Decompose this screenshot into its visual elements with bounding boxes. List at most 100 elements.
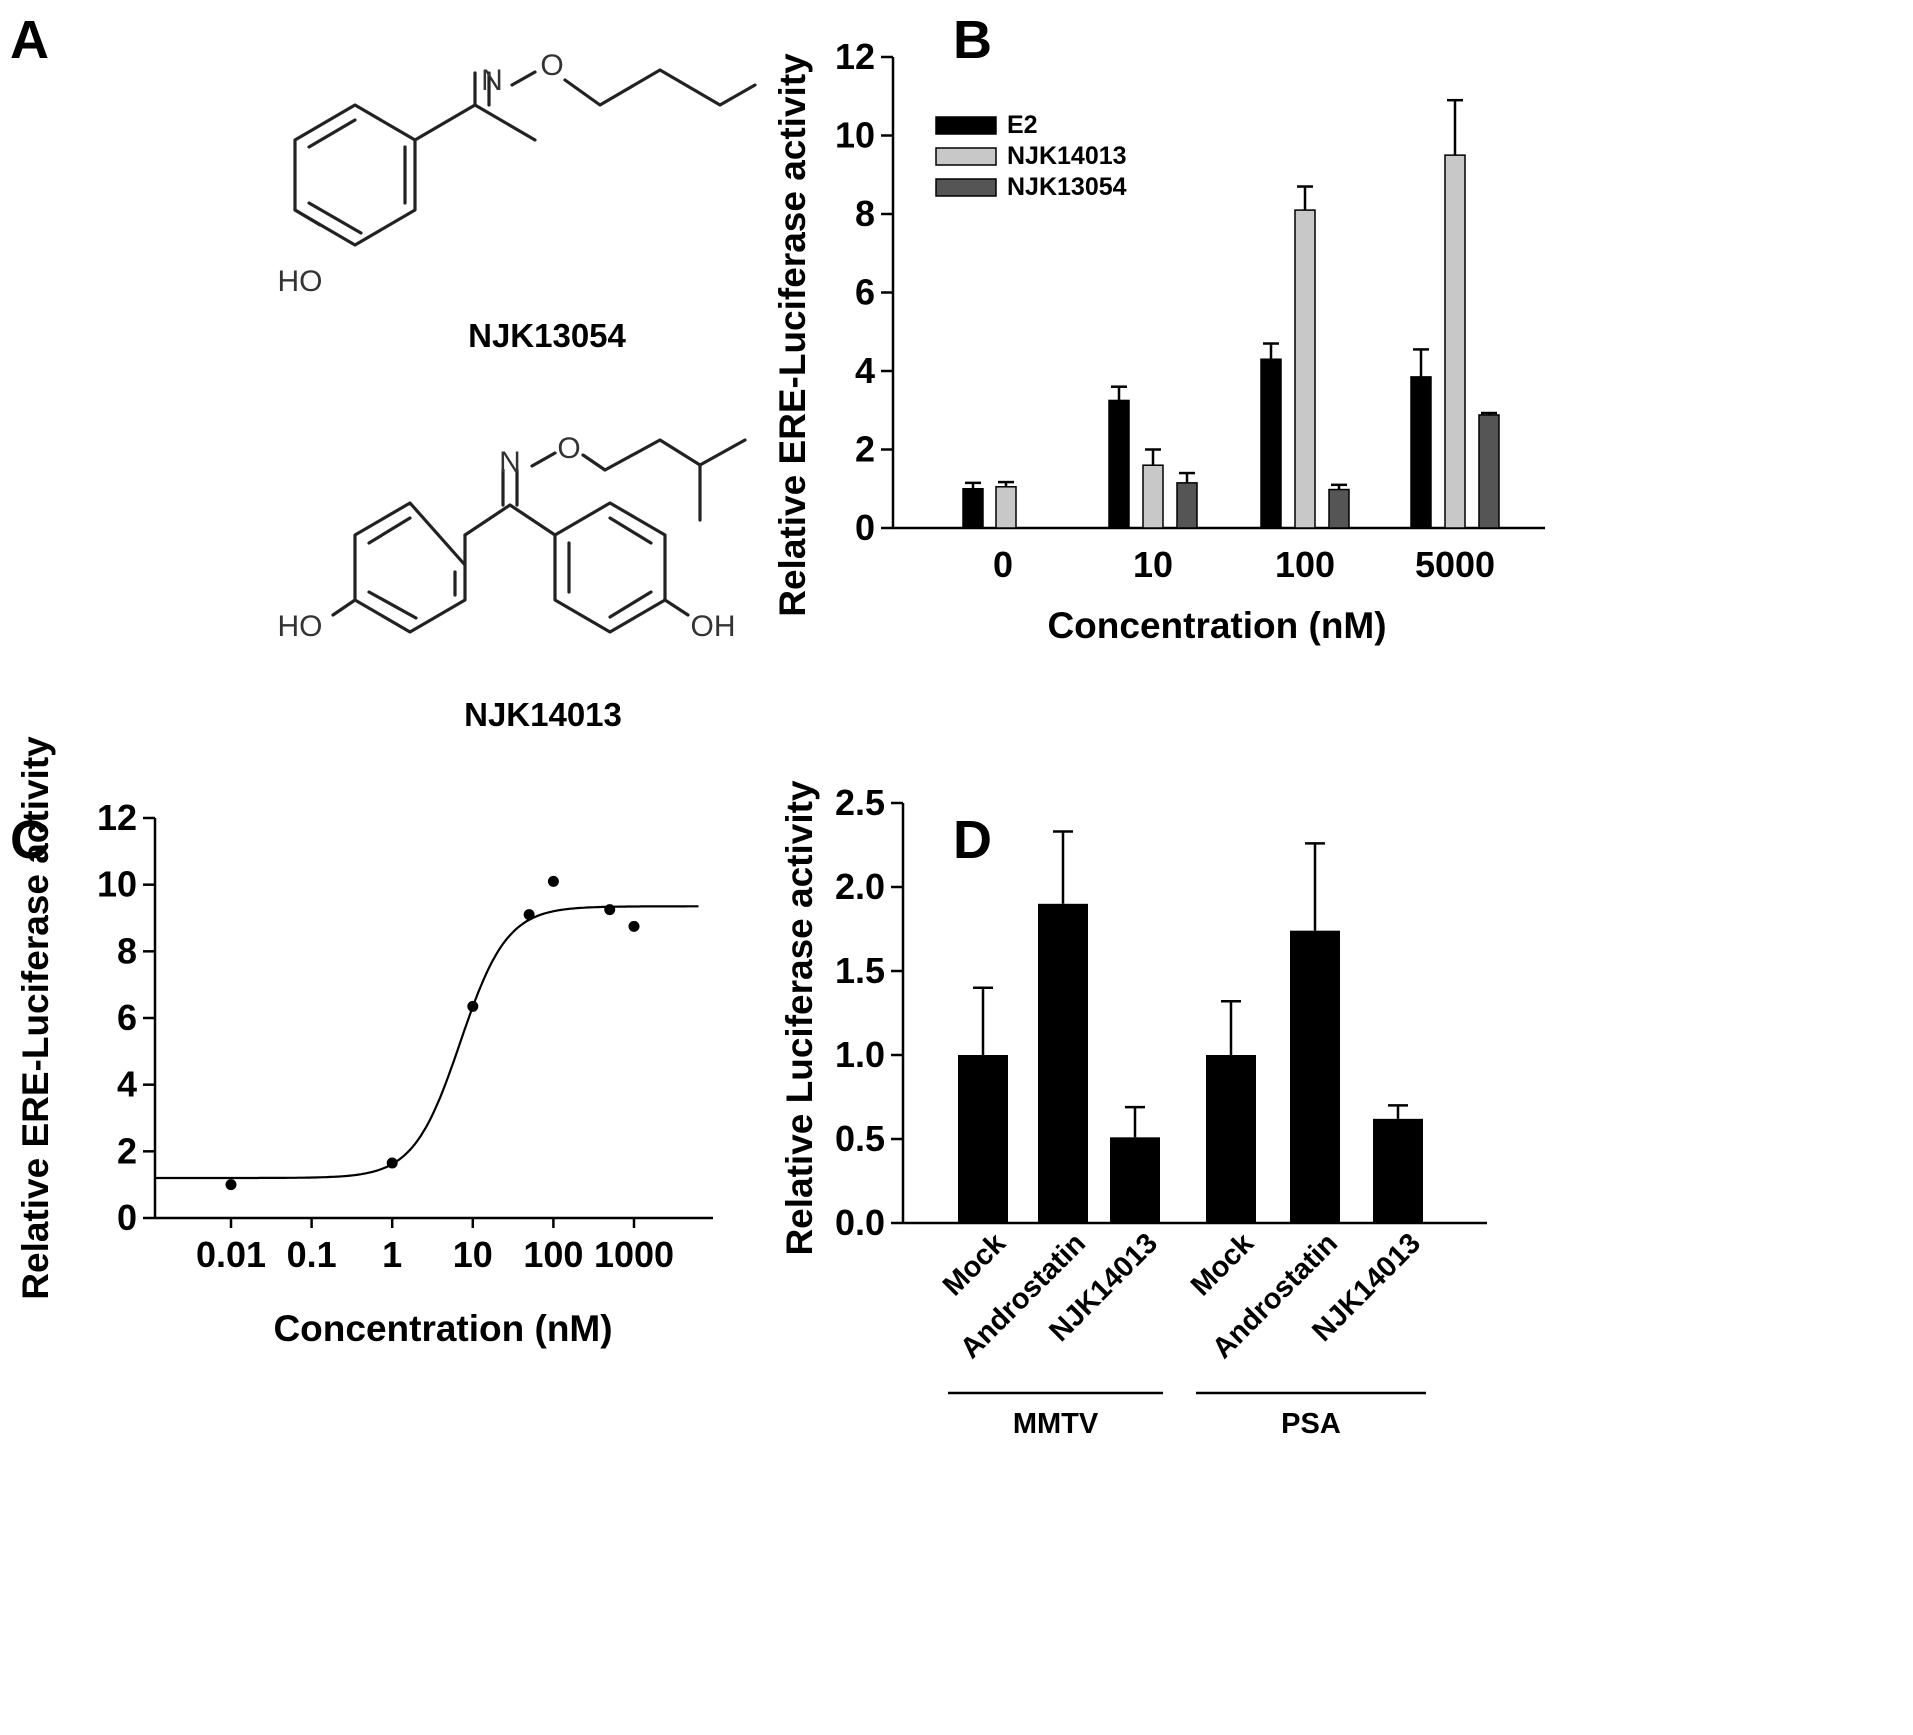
n-o-bond xyxy=(510,70,537,87)
atom-ho-left: HO xyxy=(278,610,323,643)
panel-b-legend: E2 NJK14013 NJK13054 xyxy=(935,111,1127,201)
n-o-bond-2 xyxy=(530,451,557,468)
panel-b: B 0 2 4 6 8 10 12 0 10 100 5000 E2 NJK14013 NJK13054… xyxy=(772,10,1545,646)
panel-c-x-tick-label: 0.1 xyxy=(287,1234,337,1275)
panel-b-bar xyxy=(1176,482,1198,529)
panel-b-plot: 0 2 4 6 8 10 12 0 10 100 5000 xyxy=(835,36,1545,585)
panel-c-x-tick-label: 0.01 xyxy=(196,1234,266,1275)
legend-label: E2 xyxy=(1007,111,1038,139)
panel-d: D 0.00.51.01.52.02.5MockAndrostatinNJK14… xyxy=(779,780,1487,1440)
atom-o: O xyxy=(540,49,563,82)
atom-ho: HO xyxy=(278,265,323,298)
panel-c-data-point xyxy=(467,1000,479,1012)
central-carbon-bonds xyxy=(463,503,557,537)
panel-c-x-tick-label: 10 xyxy=(453,1234,493,1275)
panel-c-y-tick-label: 2 xyxy=(117,1130,137,1171)
panel-d-bar xyxy=(1290,930,1340,1223)
panel-b-bar xyxy=(1108,399,1130,529)
panel-c-y-tick-label: 8 xyxy=(117,930,137,971)
panel-c-y-tick-label: 0 xyxy=(117,1197,137,1238)
panel-b-label: B xyxy=(953,10,992,70)
panel-c-data-point xyxy=(225,1179,237,1191)
aromatic-double-bonds xyxy=(307,118,407,235)
panel-c-data-point xyxy=(547,875,559,887)
panel-c-y-tick-label: 4 xyxy=(117,1064,137,1105)
panel-d-y-tick-label: 2.0 xyxy=(835,866,885,907)
panel-c-x-tick-label: 100 xyxy=(523,1234,583,1275)
imine-double-bond-2 xyxy=(501,468,519,507)
isopentyl-chain xyxy=(581,438,747,522)
panel-d-y-tick-label: 1.5 xyxy=(835,950,885,991)
panel-d-y-axis-label: Relative Luciferase activity xyxy=(779,780,820,1255)
panel-b-bar xyxy=(1410,376,1432,529)
legend-swatch xyxy=(935,116,997,135)
panel-b-bar xyxy=(1142,464,1164,529)
panel-b-x-tick-label: 5000 xyxy=(1415,544,1495,585)
atom-n-2: N xyxy=(499,446,521,479)
panel-d-bar xyxy=(1110,1137,1160,1223)
methyl-bond xyxy=(413,103,537,142)
imine-double-bond xyxy=(473,71,491,107)
panel-c-x-axis-label: Concentration (nM) xyxy=(273,1308,612,1349)
panel-c-data-point xyxy=(604,904,616,916)
right-benzene-ring xyxy=(553,501,667,634)
panel-c-x-tick-label: 1 xyxy=(382,1234,402,1275)
legend-label: NJK13054 xyxy=(1007,173,1127,201)
panel-b-x-axis-label: Concentration (nM) xyxy=(1047,605,1386,646)
panel-b-y-tick-label: 6 xyxy=(855,272,875,313)
panel-b-y-tick-label: 0 xyxy=(855,507,875,548)
panel-d-group-label: MMTV xyxy=(1013,1408,1099,1440)
right-hydroxyl-bond xyxy=(663,598,690,617)
compound-name-njk14013: NJK14013 xyxy=(464,696,622,733)
benzene-ring xyxy=(293,103,417,247)
left-benzene-ring xyxy=(353,501,467,634)
panel-b-bar xyxy=(1478,414,1500,529)
panel-d-y-tick-label: 2.5 xyxy=(835,782,885,823)
panel-b-y-tick-label: 10 xyxy=(835,115,875,156)
compound-name-njk13054: NJK13054 xyxy=(468,317,626,354)
panel-d-bar xyxy=(1038,903,1088,1223)
right-aromatic-double-bonds xyxy=(567,516,653,619)
legend-swatch xyxy=(935,178,997,197)
panel-c-x-tick-label: 1000 xyxy=(594,1234,674,1275)
panel-d-group-label: PSA xyxy=(1281,1408,1341,1440)
panel-c-data-point xyxy=(386,1157,398,1169)
panel-b-y-tick-label: 8 xyxy=(855,193,875,234)
panel-a-label: A xyxy=(10,10,49,70)
panel-d-bar xyxy=(1373,1118,1423,1223)
panel-b-x-tick-label: 0 xyxy=(993,544,1013,585)
panel-b-bar xyxy=(962,488,984,529)
panel-c-plot: 0 2 4 6 8 10 12 0.01 0.1 1 10 100 1000 xyxy=(97,797,713,1275)
panel-c-data-point xyxy=(523,909,535,921)
panel-d-plot: 0.00.51.01.52.02.5MockAndrostatinNJK1401… xyxy=(835,782,1487,1440)
panel-d-y-tick-label: 0.5 xyxy=(835,1118,885,1159)
panel-c: C 0 2 4 6 8 10 12 0.01 0.1 1 10 100 1000 Relative ER… xyxy=(10,736,713,1349)
panel-d-label: D xyxy=(953,810,992,870)
panel-b-y-tick-label: 12 xyxy=(835,36,875,77)
panel-d-bar xyxy=(958,1055,1008,1223)
atom-n: N xyxy=(481,64,503,97)
legend-swatch xyxy=(935,147,997,166)
panel-c-y-tick-label: 6 xyxy=(117,997,137,1038)
atom-o-2: O xyxy=(557,432,580,465)
panel-b-bar xyxy=(1294,209,1316,529)
panel-b-y-tick-label: 2 xyxy=(855,429,875,470)
hydroxyl-bond xyxy=(293,208,322,227)
left-hydroxyl-bond xyxy=(331,598,357,617)
panel-b-bar xyxy=(1444,154,1466,529)
butyl-chain xyxy=(563,68,757,107)
panel-b-x-tick-label: 100 xyxy=(1275,544,1335,585)
panel-b-bar xyxy=(1260,358,1282,529)
panel-d-bar xyxy=(1206,1055,1256,1223)
panel-b-bar xyxy=(1328,488,1350,529)
panel-b-bar xyxy=(995,486,1017,529)
panel-d-y-tick-label: 1.0 xyxy=(835,1034,885,1075)
legend-label: NJK14013 xyxy=(1007,142,1127,170)
atom-oh-right: OH xyxy=(691,610,736,643)
left-aromatic-double-bonds xyxy=(367,516,457,620)
panel-b-y-tick-label: 4 xyxy=(855,350,875,391)
panel-c-y-tick-label: 10 xyxy=(97,864,137,905)
panel-c-label: C xyxy=(10,810,49,870)
panel-d-x-tick-label: Mock xyxy=(937,1227,1013,1303)
